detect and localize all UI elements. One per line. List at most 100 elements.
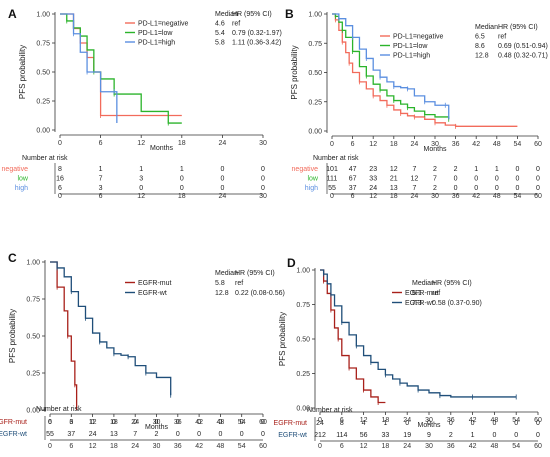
x-tick-label: 12 xyxy=(137,140,145,147)
risk-value: 2 xyxy=(449,432,453,439)
legend-entry-name: PD-L1=high xyxy=(393,53,430,60)
risk-value: 12 xyxy=(411,176,419,183)
x-tick-label: 48 xyxy=(217,419,225,426)
legend-entry-name: PD-L1=negative xyxy=(138,21,189,28)
risk-row-label: EGFR-wt xyxy=(0,431,27,438)
x-tick-label: 54 xyxy=(514,141,522,148)
km-curve-egfr-wt xyxy=(320,269,517,398)
risk-x-tick-label: 42 xyxy=(195,443,203,450)
legend-entry-median: 12.8 xyxy=(215,290,229,297)
risk-row-label: EGFR-wt xyxy=(278,432,307,439)
km-curve-egfr-mut xyxy=(320,269,386,404)
risk-x-tick-label: 24 xyxy=(219,193,227,200)
risk-value: 0 xyxy=(261,166,265,173)
risk-value: 0 xyxy=(218,419,222,426)
risk-row-label: high xyxy=(15,185,28,192)
legend-entry-name: PD-L1=high xyxy=(138,40,175,47)
risk-value: 212 xyxy=(314,432,326,439)
risk-x-tick-label: 48 xyxy=(491,443,499,450)
risk-value: 0 xyxy=(180,185,184,192)
y-tick-label: 0.75 xyxy=(296,302,310,309)
x-tick-label: 24 xyxy=(411,141,419,148)
risk-value: 0 xyxy=(515,176,519,183)
legend-entry-name: PD-L1=negative xyxy=(393,34,444,41)
risk-value: 33 xyxy=(382,432,390,439)
legend-entry-median: 5.1 xyxy=(412,290,422,297)
risk-value: 0 xyxy=(112,419,116,426)
risk-value: 0 xyxy=(176,431,180,438)
risk-table-title: Number at risk xyxy=(313,155,359,162)
y-tick-label: 1.00 xyxy=(36,12,50,19)
risk-value: 24 xyxy=(369,185,377,192)
risk-value: 0 xyxy=(536,176,540,183)
risk-value: 0 xyxy=(536,166,540,173)
y-tick-label: 1.00 xyxy=(308,12,322,19)
km-curve-pd-l1-high xyxy=(60,13,118,124)
risk-x-tick-label: 54 xyxy=(512,443,520,450)
legend-entry-hr: 0.58 (0.37-0.90) xyxy=(432,300,482,307)
x-tick-label: 24 xyxy=(403,417,411,424)
risk-value: 4 xyxy=(362,420,366,427)
risk-x-tick-label: 42 xyxy=(469,443,477,450)
risk-value: 0 xyxy=(133,419,137,426)
y-tick-label: 0.25 xyxy=(26,371,40,378)
risk-x-tick-label: 12 xyxy=(137,193,145,200)
risk-value: 0 xyxy=(474,176,478,183)
km-curve-pd-l1-negative xyxy=(332,13,518,127)
risk-value: 37 xyxy=(67,431,75,438)
y-tick-label: 0.50 xyxy=(36,70,50,77)
risk-x-tick-label: 60 xyxy=(534,193,542,200)
risk-x-tick-label: 54 xyxy=(514,193,522,200)
legend-entry-name: PD-L1=low xyxy=(393,43,428,50)
x-tick-label: 30 xyxy=(259,140,267,147)
risk-x-tick-label: 30 xyxy=(425,443,433,450)
y-tick-label: 0.00 xyxy=(296,406,310,413)
risk-x-tick-label: 36 xyxy=(174,443,182,450)
risk-x-tick-label: 0 xyxy=(48,443,52,450)
x-tick-label: 18 xyxy=(382,417,390,424)
risk-x-tick-label: 0 xyxy=(330,193,334,200)
x-tick-label: 0 xyxy=(48,419,52,426)
x-axis-label: Months xyxy=(424,146,447,153)
risk-value: 12 xyxy=(390,166,398,173)
risk-value: 2 xyxy=(454,166,458,173)
risk-value: 0 xyxy=(492,420,496,427)
risk-x-tick-label: 60 xyxy=(534,443,542,450)
risk-x-tick-label: 30 xyxy=(259,193,267,200)
risk-value: 67 xyxy=(349,176,357,183)
risk-value: 0 xyxy=(155,419,159,426)
x-tick-label: 0 xyxy=(330,141,334,148)
y-axis-label: PFS probability xyxy=(18,45,27,99)
x-tick-label: 0 xyxy=(318,417,322,424)
risk-value: 47 xyxy=(349,166,357,173)
risk-value: 21 xyxy=(390,176,398,183)
risk-x-tick-label: 30 xyxy=(431,193,439,200)
risk-x-tick-label: 18 xyxy=(390,193,398,200)
risk-row-label: negative xyxy=(292,166,319,173)
x-tick-label: 36 xyxy=(452,141,460,148)
risk-value: 0 xyxy=(261,185,265,192)
risk-row-label: high xyxy=(305,185,318,192)
legend-header-hr: HR (95% CI) xyxy=(235,270,275,277)
risk-x-tick-label: 0 xyxy=(318,443,322,450)
risk-value: 13 xyxy=(110,431,118,438)
legend-entry-median: 7.3 xyxy=(412,300,422,307)
risk-x-tick-label: 42 xyxy=(472,193,480,200)
risk-value: 0 xyxy=(471,420,475,427)
risk-row-label: low xyxy=(307,176,318,183)
km-curve-egfr-mut xyxy=(50,261,78,410)
y-axis-label: PFS probability xyxy=(290,45,299,99)
risk-value: 0 xyxy=(220,166,224,173)
legend-header-median: Median xyxy=(475,24,498,31)
risk-value: 7 xyxy=(412,185,416,192)
risk-value: 0 xyxy=(261,431,265,438)
risk-value: 111 xyxy=(327,176,338,183)
x-tick-label: 60 xyxy=(259,419,267,426)
x-tick-label: 42 xyxy=(195,419,203,426)
x-tick-label: 36 xyxy=(174,419,182,426)
risk-row-label: low xyxy=(17,176,28,183)
legend-header-hr: HR (95% CI) xyxy=(232,11,272,18)
risk-value: 13 xyxy=(390,185,398,192)
risk-x-tick-label: 6 xyxy=(69,443,73,450)
